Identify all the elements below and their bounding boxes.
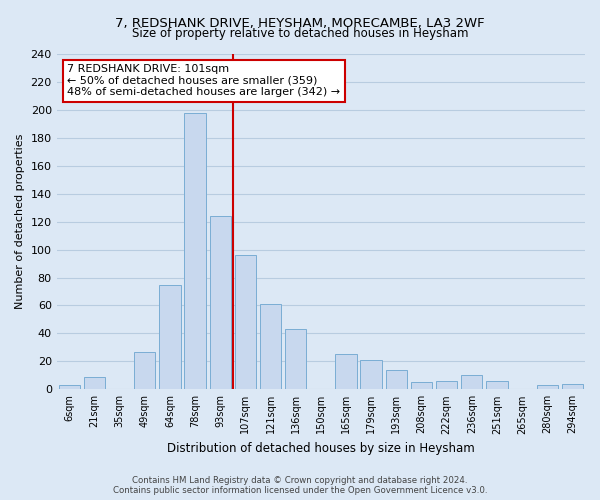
Bar: [436, 381, 457, 390]
Bar: [235, 255, 256, 390]
X-axis label: Distribution of detached houses by size in Heysham: Distribution of detached houses by size …: [167, 442, 475, 455]
Bar: [461, 376, 482, 390]
Text: Contains HM Land Registry data © Crown copyright and database right 2024.
Contai: Contains HM Land Registry data © Crown c…: [113, 476, 487, 495]
Bar: [285, 329, 307, 390]
Bar: [84, 376, 105, 390]
Bar: [134, 352, 155, 390]
Bar: [386, 370, 407, 390]
Bar: [159, 284, 181, 390]
Bar: [59, 385, 80, 390]
Bar: [209, 216, 231, 390]
Bar: [562, 384, 583, 390]
Bar: [486, 381, 508, 390]
Bar: [335, 354, 356, 390]
Bar: [260, 304, 281, 390]
Y-axis label: Number of detached properties: Number of detached properties: [15, 134, 25, 310]
Bar: [536, 385, 558, 390]
Text: 7 REDSHANK DRIVE: 101sqm
← 50% of detached houses are smaller (359)
48% of semi-: 7 REDSHANK DRIVE: 101sqm ← 50% of detach…: [67, 64, 340, 98]
Bar: [361, 360, 382, 390]
Bar: [184, 112, 206, 390]
Bar: [411, 382, 432, 390]
Text: Size of property relative to detached houses in Heysham: Size of property relative to detached ho…: [132, 28, 468, 40]
Text: 7, REDSHANK DRIVE, HEYSHAM, MORECAMBE, LA3 2WF: 7, REDSHANK DRIVE, HEYSHAM, MORECAMBE, L…: [115, 18, 485, 30]
